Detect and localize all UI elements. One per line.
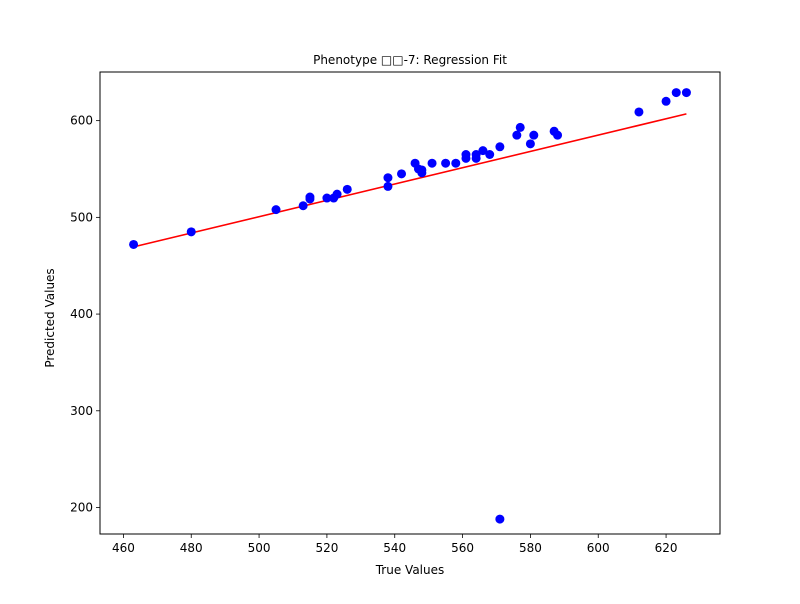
data-point bbox=[332, 189, 342, 199]
data-point bbox=[427, 158, 437, 168]
axes-frame bbox=[99, 71, 721, 535]
data-point bbox=[441, 158, 451, 168]
data-point bbox=[525, 139, 535, 149]
x-tick-label: 500 bbox=[248, 541, 271, 555]
data-point bbox=[342, 184, 352, 194]
data-point bbox=[451, 158, 461, 168]
data-point bbox=[383, 173, 393, 183]
data-point bbox=[529, 130, 539, 140]
data-point bbox=[129, 239, 139, 249]
x-tick-label: 580 bbox=[519, 541, 542, 555]
fit-line-layer bbox=[133, 113, 687, 248]
regression-fit-line bbox=[133, 113, 687, 248]
y-tick-label: 600 bbox=[70, 114, 93, 128]
data-point bbox=[322, 193, 332, 203]
x-axis-ticks: 460 480 500 520 540 560 580 600 620 bbox=[112, 534, 678, 555]
y-axis-ticks: 200 300 400 500 600 bbox=[70, 114, 100, 515]
data-point bbox=[383, 181, 393, 191]
data-point bbox=[495, 142, 505, 152]
data-point bbox=[478, 146, 488, 156]
data-point bbox=[271, 205, 281, 215]
data-points-layer bbox=[129, 88, 691, 524]
y-tick-label: 500 bbox=[70, 210, 93, 224]
x-tick-label: 480 bbox=[180, 541, 203, 555]
y-axis-label: Predicted Values bbox=[43, 268, 57, 367]
data-point bbox=[671, 88, 681, 98]
data-point bbox=[298, 201, 308, 211]
data-point bbox=[553, 130, 563, 140]
data-point bbox=[515, 122, 525, 132]
y-tick-label: 300 bbox=[70, 404, 93, 418]
y-tick-label: 200 bbox=[70, 501, 93, 515]
x-tick-label: 560 bbox=[451, 541, 474, 555]
data-point bbox=[397, 169, 407, 179]
chart-title: Phenotype □□-7: Regression Fit bbox=[313, 53, 507, 67]
x-tick-label: 620 bbox=[655, 541, 678, 555]
x-tick-label: 460 bbox=[112, 541, 135, 555]
data-point bbox=[661, 96, 671, 106]
data-point bbox=[305, 192, 315, 202]
data-point bbox=[485, 149, 495, 159]
x-axis-label: True Values bbox=[375, 563, 445, 577]
data-point bbox=[186, 227, 196, 237]
data-point bbox=[461, 153, 471, 163]
data-point bbox=[495, 514, 505, 524]
x-tick-label: 520 bbox=[315, 541, 338, 555]
data-point bbox=[681, 88, 691, 98]
x-tick-label: 540 bbox=[383, 541, 406, 555]
data-point bbox=[512, 130, 522, 140]
y-tick-label: 400 bbox=[70, 307, 93, 321]
data-point bbox=[634, 107, 644, 117]
plot-area bbox=[99, 71, 721, 535]
x-tick-label: 600 bbox=[587, 541, 610, 555]
data-point bbox=[471, 149, 481, 159]
data-point bbox=[417, 165, 427, 175]
